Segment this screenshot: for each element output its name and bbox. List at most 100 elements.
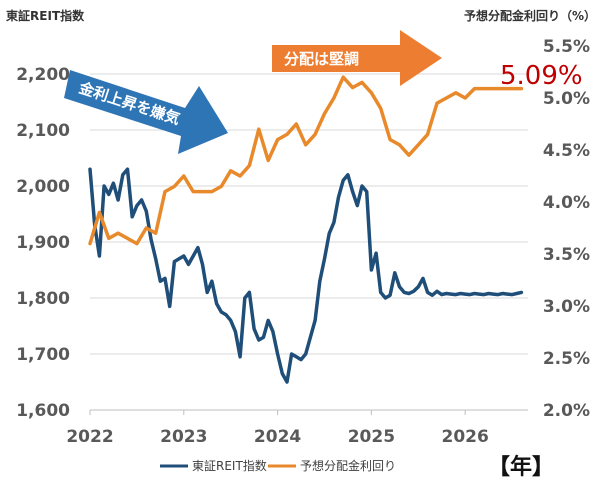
left-tick-label: 2,000 [16,177,70,197]
data-point [408,154,410,156]
data-point [370,269,373,271]
data-point [173,185,176,188]
data-point [201,263,204,266]
data-point [492,293,495,295]
data-point [107,237,110,240]
right-axis-ticks: 2.0% 2.5% 3.0% 3.5% 4.0% 4.5% 5.0% 5.5% [543,37,590,421]
data-point [192,190,194,193]
data-point [314,319,316,322]
legend-label-yield: 予想分配金利回り [300,458,396,473]
left-tick-label: 1,600 [16,401,70,421]
data-point [220,311,223,313]
data-point [304,353,307,355]
data-point [464,293,466,295]
data-point [351,190,354,193]
series-reit [88,167,524,384]
right-tick-label: 2.5% [543,349,590,369]
orange-arrow-annotation: 分配は堅調 [272,30,442,86]
data-point [154,258,157,260]
data-point [323,112,326,115]
data-point [379,107,382,110]
data-point [342,179,345,182]
data-point [347,174,349,176]
left-tick-label: 1,900 [16,233,70,253]
data-point [412,290,415,293]
blue-arrow-annotation: 金利上昇を嫌気 [64,70,228,154]
data-point [122,174,124,176]
data-point [469,293,471,296]
data-point [333,97,335,99]
data-point [445,97,448,99]
data-point [145,227,148,229]
data-point [262,336,265,339]
data-point [267,319,270,322]
data-point [497,293,499,296]
data-point [98,255,101,257]
data-point [487,292,490,295]
data-point [286,133,288,136]
data-point [248,164,251,167]
data-point [473,87,476,90]
data-point [220,185,223,188]
data-point [206,291,209,294]
x-tick-label: 2022 [66,427,113,447]
yield-callout: 5.09% [500,61,583,91]
data-point [229,170,232,172]
data-point [318,280,321,283]
data-point [426,133,429,136]
data-point [89,168,91,170]
data-point [290,353,293,355]
data-point [379,291,382,294]
data-point [89,242,91,245]
data-point [253,328,255,330]
legend-label-reit: 東証REIT指数 [192,458,267,473]
data-point [154,232,157,234]
data-point [314,133,316,136]
legend: 東証REIT指数 予想分配金利回り [160,458,396,473]
data-point [375,252,377,254]
data-point [295,123,298,125]
data-point [225,314,227,316]
data-point [286,381,288,383]
data-point [150,238,152,240]
data-point [337,196,340,198]
data-point [436,290,438,293]
left-tick-label: 1,700 [16,345,70,365]
data-point [436,102,438,104]
data-point [361,185,363,187]
data-point [201,190,204,193]
data-point [272,330,274,333]
data-point [323,258,326,260]
data-point [361,81,363,84]
data-point [276,353,279,355]
data-point [112,182,115,184]
left-axis-title: 東証REIT指数 [6,8,85,23]
data-point [408,292,410,295]
data-point [187,263,190,266]
data-point [473,292,476,295]
data-point [258,339,260,341]
data-point [234,330,237,333]
data-point [398,286,401,288]
data-point [98,211,101,214]
data-point [450,293,452,295]
data-point [309,336,312,339]
data-point [520,291,523,294]
data-point [159,280,162,283]
data-point [356,204,359,207]
data-point [192,255,194,257]
data-point [328,232,330,235]
data-point [492,87,495,90]
data-point [511,87,513,90]
data-point [417,144,420,146]
data-point [178,258,180,260]
data-point [117,199,119,201]
data-point [351,86,354,89]
data-point [182,175,185,177]
data-point [248,291,251,294]
x-tick-label: 2026 [441,427,488,447]
data-point [239,356,241,358]
data-point [126,237,129,240]
data-point [483,293,485,296]
data-point [164,277,166,280]
